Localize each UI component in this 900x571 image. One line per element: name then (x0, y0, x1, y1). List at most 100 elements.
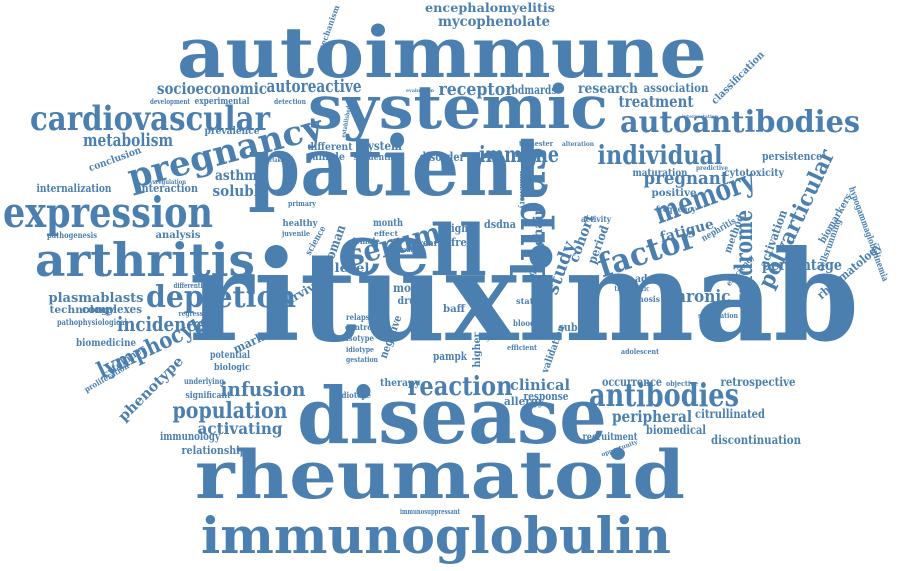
word-retrospective: retrospective (721, 375, 796, 389)
word-immunosuppressant: immunosuppressant (400, 507, 461, 516)
word-receptor: receptor (439, 79, 514, 100)
word-activating: activating (198, 419, 283, 438)
word-population: population (173, 398, 288, 424)
word-immune: immune (479, 142, 559, 168)
word-subset: subset (559, 321, 595, 334)
word-infusion: infusion (221, 377, 306, 401)
word-pathophysiological: pathophysiological (57, 317, 127, 327)
word-significant: significant (186, 391, 232, 401)
word-gestation: gestation (346, 355, 378, 364)
word-inhibitory: inhibitory (518, 171, 528, 209)
word-differentiation: differentiation (174, 281, 219, 290)
word-diagnosis: diagnosis (620, 294, 660, 304)
word-higher: higher (472, 332, 483, 368)
word-isotype: isotype (346, 333, 374, 343)
word-incidence: incidence (117, 312, 207, 336)
word-clinical: clinical (510, 376, 570, 394)
word-efficient: efficient (507, 343, 538, 352)
word-autoimmune: autoimmune (177, 11, 707, 94)
word-percentage: percentage (762, 256, 842, 274)
word-chain: chain (531, 206, 545, 246)
word-experimental: experimental (195, 97, 250, 107)
word-relationship: relationship (182, 444, 247, 457)
word-chronic: chronic (666, 287, 731, 307)
word-prevalence: prevalence (205, 126, 260, 137)
word-disease: disease (297, 371, 607, 462)
word-maturation: maturation (633, 168, 689, 179)
word-cell: cell (337, 209, 487, 292)
word-metabolism: metabolism (83, 130, 173, 151)
word-stimulation: stimulation (698, 311, 738, 320)
word-mycophenolate: mycophenolate (438, 14, 550, 30)
word-expression: expression (3, 188, 213, 237)
word-autoreactive: autoreactive (267, 76, 362, 97)
word-year: year (417, 239, 438, 249)
word-rheumatoid: rheumatoid (195, 436, 685, 514)
word-bdmards: bdmards (512, 83, 557, 97)
word-normal: normal (387, 245, 413, 254)
word-systemic: systemic (308, 73, 608, 143)
word-blood: blood (513, 318, 535, 328)
word-thrombotic: thrombotic (615, 284, 650, 293)
word-research: research (578, 81, 638, 97)
word-disorder: disorder (420, 150, 466, 164)
word-idiotype: idiotype (346, 345, 374, 354)
word-dsdna: dsdna (484, 218, 516, 231)
word-cycle: cycle (482, 335, 502, 342)
word-regression: regression (179, 309, 214, 318)
word-pathogenesis: pathogenesis (47, 230, 97, 240)
word-peripheral: peripheral (612, 407, 692, 426)
word-reaction: reaction (408, 372, 513, 402)
word-positive: positive (652, 188, 697, 199)
word-juvenile: juvenile (281, 229, 310, 238)
word-persistence: persistence (762, 150, 822, 163)
word-biomedical: biomedical (646, 423, 706, 437)
word-allergy: allergy (504, 395, 545, 408)
word-evaluation: evaluation (406, 88, 434, 94)
word-system: system (362, 139, 402, 153)
word-control: control (345, 322, 375, 332)
word-month: month (373, 218, 404, 229)
word-individual: individual (598, 141, 723, 171)
word-drug: drug (398, 296, 423, 307)
word-autoantibodies: autoantibodies (620, 105, 860, 140)
word-classification: classification (710, 49, 768, 107)
word-therapy: therapy (380, 378, 421, 389)
word-discontinuation: discontinuation (711, 433, 801, 447)
word-syndrome: syndrome (729, 210, 758, 310)
word-alteration: alteration (562, 141, 595, 148)
word-arthritis: arthritis (35, 233, 255, 287)
word-detection: detection (274, 97, 306, 106)
word-technology: technology (50, 305, 116, 316)
word-interpretation: interpretation (682, 114, 718, 120)
word-activity: activity (581, 214, 611, 224)
word-biomedicine: biomedicine (76, 338, 136, 349)
word-occurrence: occurrence (602, 375, 662, 389)
word-complexes: complexes (82, 303, 142, 316)
word-cardiovascular: cardiovascular (30, 99, 271, 139)
word-underlying: underlying (184, 376, 224, 386)
word-healthy: healthy (283, 219, 319, 229)
word-objective: objective (666, 379, 698, 388)
word-encephalomyelitis: encephalomyelitis (425, 1, 555, 15)
word-interaction: interaction (138, 182, 198, 195)
word-frequency: frequency (656, 204, 696, 214)
word-sequential: sequential (354, 153, 399, 163)
word-trimester: trimester (519, 139, 553, 148)
word-pampk: pampk (433, 350, 467, 363)
word-primary: primary (288, 199, 317, 208)
word-internalization: internalization (37, 182, 112, 195)
word-plasmablasts: plasmablasts (49, 291, 144, 306)
word-relapse: relapse (346, 312, 374, 322)
word-undertaken: undertaken (257, 157, 287, 164)
word-biologic: biologic (214, 363, 250, 373)
word-free: free (451, 236, 473, 249)
word-antibodies: antibodies (589, 376, 739, 414)
word-more: more (393, 281, 423, 295)
word-status: status (516, 296, 544, 306)
word-recruitment: recruitment (583, 432, 638, 443)
word-dysregulation: dysregulation (146, 179, 187, 186)
word-different: different (308, 142, 353, 153)
